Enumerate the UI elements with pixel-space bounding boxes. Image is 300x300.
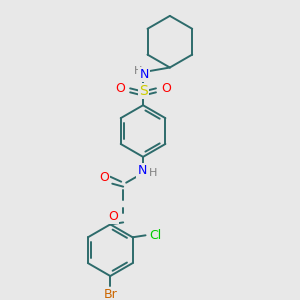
Text: S: S	[139, 84, 147, 98]
Text: Cl: Cl	[149, 229, 162, 242]
Text: O: O	[115, 82, 125, 95]
Text: O: O	[99, 171, 109, 184]
Text: O: O	[161, 82, 171, 95]
Text: N: N	[137, 164, 147, 177]
Text: N: N	[140, 68, 149, 81]
Text: H: H	[134, 67, 142, 76]
Text: Br: Br	[103, 288, 117, 300]
Text: H: H	[149, 168, 157, 178]
Text: O: O	[108, 210, 118, 223]
